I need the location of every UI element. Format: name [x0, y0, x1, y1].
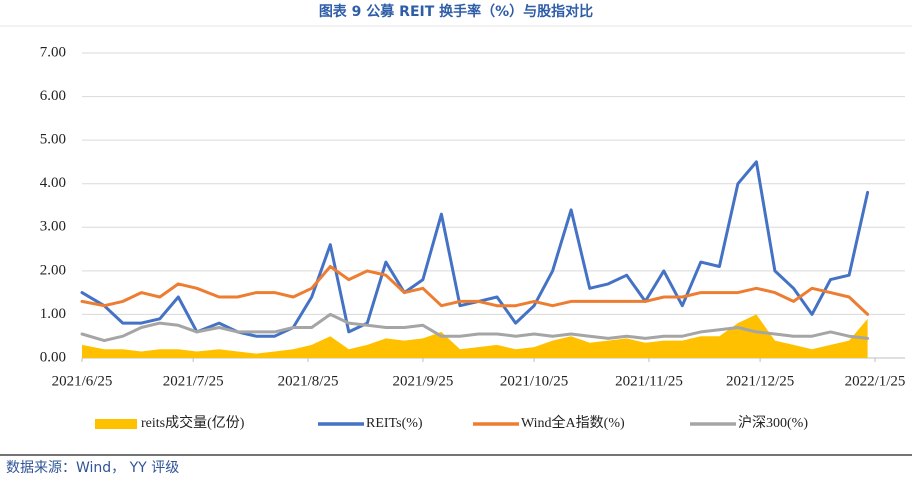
line: [80, 160, 870, 338]
x-tick-label: 2022/1/25: [845, 373, 906, 389]
y-tick-label: 1.00: [40, 306, 66, 322]
legend-label: Wind全A指数(%): [521, 414, 625, 431]
x-tick-label: 2021/10/25: [500, 373, 568, 389]
y-tick-label: 4.00: [40, 175, 66, 191]
x-tick-label: 2021/7/25: [163, 373, 224, 389]
y-tick-label: 7.00: [40, 44, 66, 60]
y-tick-label: 5.00: [40, 132, 66, 148]
y-tick-label: 6.00: [40, 88, 66, 104]
y-tick-label: 2.00: [40, 262, 66, 278]
legend-label: REITs(%): [366, 416, 423, 431]
y-tick-label: 3.00: [40, 219, 66, 235]
area: [82, 314, 868, 358]
x-tick-label: 2021/11/25: [615, 373, 683, 389]
x-tick-label: 2021/12/25: [726, 373, 794, 389]
legend-label: reits成交量(亿份): [141, 414, 245, 431]
line: [80, 312, 870, 343]
x-tick-label: 2021/9/25: [392, 373, 453, 389]
source: 数据来源：Wind， YY 评级: [6, 460, 179, 476]
chart-title: 图表 9 公募 REIT 换手率（%）与股指对比: [319, 3, 593, 20]
y-tick-label: 0.00: [40, 349, 66, 365]
line: [80, 265, 870, 316]
legend-swatch: [95, 419, 137, 429]
x-tick-label: 2021/6/25: [52, 373, 113, 389]
x-tick-label: 2021/8/25: [278, 373, 339, 389]
legend-label: 沪深300(%): [738, 415, 808, 431]
